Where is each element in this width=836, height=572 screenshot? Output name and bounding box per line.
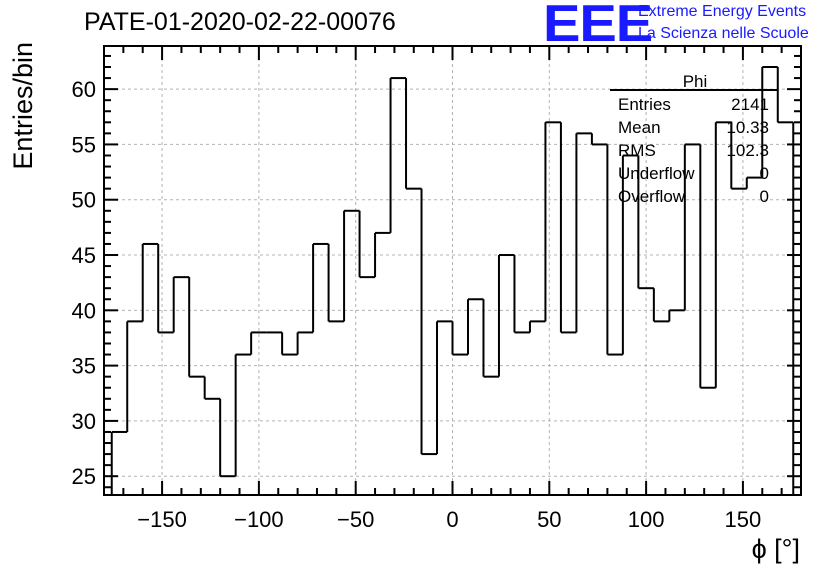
stats-box-title: Phi [683, 72, 708, 91]
histogram-bin [126, 320, 143, 432]
histogram-bin [652, 288, 670, 323]
x-tick-label: −50 [337, 507, 374, 532]
y-tick-label: 25 [72, 464, 96, 489]
histogram-bin [451, 321, 468, 356]
histogram-bin [389, 77, 407, 233]
histogram-bin [637, 155, 654, 290]
histogram-bin [203, 376, 221, 400]
grid-lines [104, 46, 801, 495]
tick-labels: −150 −100 −50 0 50 100 150 25 30 35 40 45 50 55 60 [72, 77, 762, 532]
histogram-bin [575, 132, 592, 333]
stats-row-value: 0 [760, 187, 769, 206]
histogram-bin [761, 66, 778, 178]
x-tick-label: −150 [137, 507, 187, 532]
y-axis-label: Entries/bin [8, 42, 38, 170]
axis-ticks [103, 46, 802, 495]
histogram-bin [745, 176, 763, 189]
histogram-bin [544, 121, 561, 322]
histogram-bin [312, 242, 329, 333]
histogram-bin [374, 231, 391, 278]
eee-logo: EEE [543, 0, 653, 53]
histogram-bin [528, 320, 546, 333]
histogram-bin [405, 78, 422, 190]
histogram-bin [281, 332, 298, 356]
x-tick-label: −100 [234, 507, 284, 532]
histogram-bin [234, 353, 252, 477]
logo-subtitle-line2: La Scienza nelle Scuole [638, 25, 809, 42]
stats-row-value: 102.3 [726, 141, 769, 160]
histogram-bin [699, 144, 716, 389]
stats-row-label: RMS [618, 141, 656, 160]
y-tick-label: 60 [72, 77, 96, 102]
stats-box: Phi Entries 2141 Mean 10.33 RMS 102.3 Underflo… [610, 72, 778, 206]
histogram-bin [343, 209, 360, 322]
histogram-bin [621, 154, 639, 355]
histogram-bin [730, 122, 747, 190]
histogram-bin [668, 309, 685, 322]
histogram-bin [482, 299, 499, 378]
x-tick-label: 0 [446, 507, 458, 532]
y-tick-label: 55 [72, 132, 96, 157]
stats-row-label: Underflow [618, 164, 695, 183]
histogram-bin [683, 143, 701, 311]
histogram-series [110, 66, 795, 495]
histogram-bin [714, 121, 732, 388]
histogram-bin [436, 320, 453, 455]
y-tick-label: 50 [72, 188, 96, 213]
histogram-bin [497, 254, 515, 377]
x-axis-label: ϕ [°] [752, 534, 800, 564]
stats-row-label: Entries [618, 95, 671, 114]
histogram-bin [141, 242, 159, 322]
stats-row-label: Overflow [618, 187, 686, 206]
histogram-bin [606, 144, 623, 356]
stats-row-value: 10.33 [726, 118, 769, 137]
histogram-bin [513, 255, 530, 334]
histogram-bin [466, 298, 484, 355]
histogram-bin [327, 243, 345, 323]
histogram-bin [219, 398, 236, 478]
stats-row-value: 0 [760, 164, 769, 183]
x-tick-label: 150 [725, 507, 762, 532]
x-tick-label: 100 [628, 507, 665, 532]
histogram-bin [358, 210, 376, 279]
y-tick-label: 45 [72, 243, 96, 268]
histogram-bin [590, 133, 608, 146]
chart-title: PATE-01-2020-02-22-00076 [84, 8, 396, 36]
stats-row-value: 2141 [731, 95, 769, 114]
stats-rows: Entries 2141 Mean 10.33 RMS 102.3 Underflow 0 Ov… [618, 95, 769, 206]
logo-subtitle-line1: Extreme Energy Events [638, 3, 807, 20]
y-tick-label: 40 [72, 298, 96, 323]
histogram-bin [188, 277, 205, 378]
histogram-bin [157, 243, 174, 334]
histogram-bin [296, 331, 314, 355]
y-tick-label: 35 [72, 354, 96, 379]
x-tick-label: 50 [537, 507, 561, 532]
histogram-bin [250, 331, 267, 355]
histogram-bin [776, 67, 794, 124]
histogram-bin [559, 122, 577, 334]
histogram-bin [110, 430, 128, 495]
y-tick-label: 30 [72, 409, 96, 434]
stats-row-label: Mean [618, 118, 661, 137]
histogram-bin [420, 188, 438, 456]
histogram-bin [172, 276, 190, 333]
